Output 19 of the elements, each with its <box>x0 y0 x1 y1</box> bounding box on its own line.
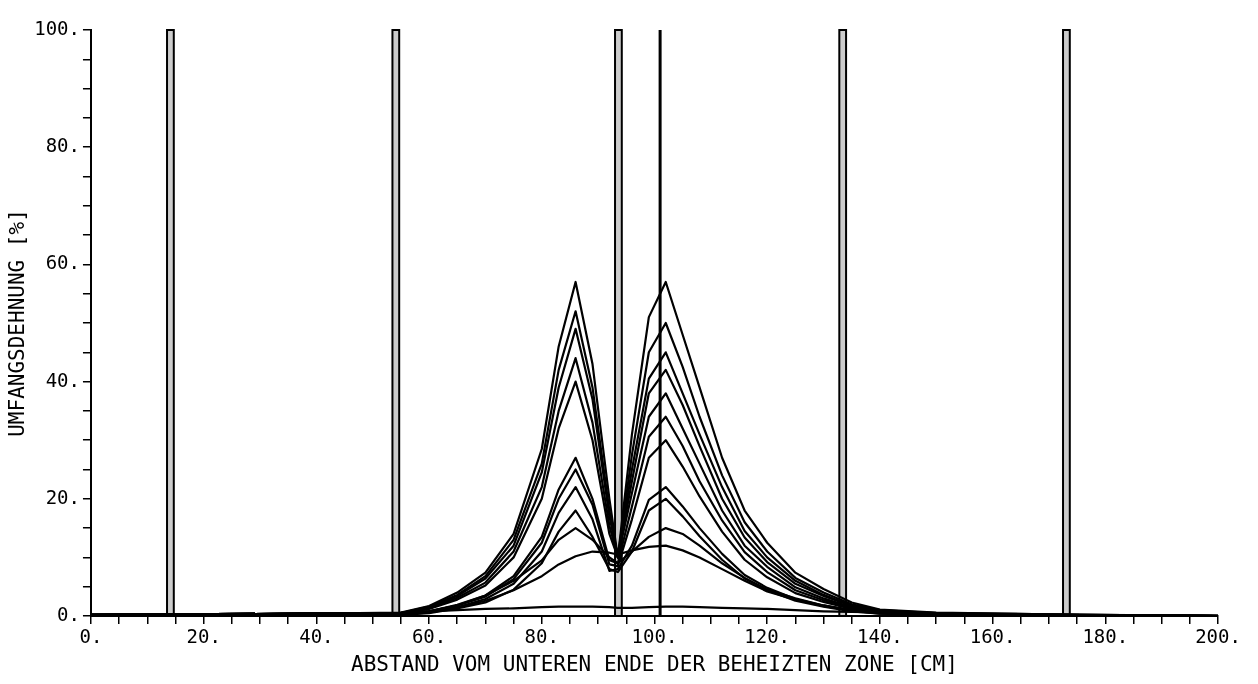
x-tick-label: 180. <box>1082 625 1129 648</box>
y-tick-label: 0. <box>57 602 80 625</box>
x-tick-label: 0. <box>79 625 103 648</box>
y-tick-label: 60. <box>45 251 80 274</box>
y-tick-label: 40. <box>45 368 80 391</box>
y-axis-title: UMFANGSDEHNUNG [%] <box>5 209 30 437</box>
y-tick-label: 80. <box>45 134 80 157</box>
y-tick-label: 20. <box>45 485 80 508</box>
x-tick-label: 140. <box>857 625 903 648</box>
x-tick-label: 160. <box>969 625 1016 648</box>
x-tick-label: 60. <box>411 625 447 648</box>
x-tick-label: 120. <box>744 625 791 648</box>
y-tick-label: 100. <box>34 16 80 39</box>
x-tick-label: 20. <box>186 625 221 648</box>
x-tick-label: 40. <box>299 625 334 648</box>
x-axis-title: ABSTAND VOM UNTEREN ENDE DER BEHEIZTEN ZONE [CM] <box>351 651 958 676</box>
x-tick-label: 100. <box>631 625 678 648</box>
x-tick-label: 80. <box>524 625 559 648</box>
x-tick-label: 200. <box>1195 625 1241 648</box>
